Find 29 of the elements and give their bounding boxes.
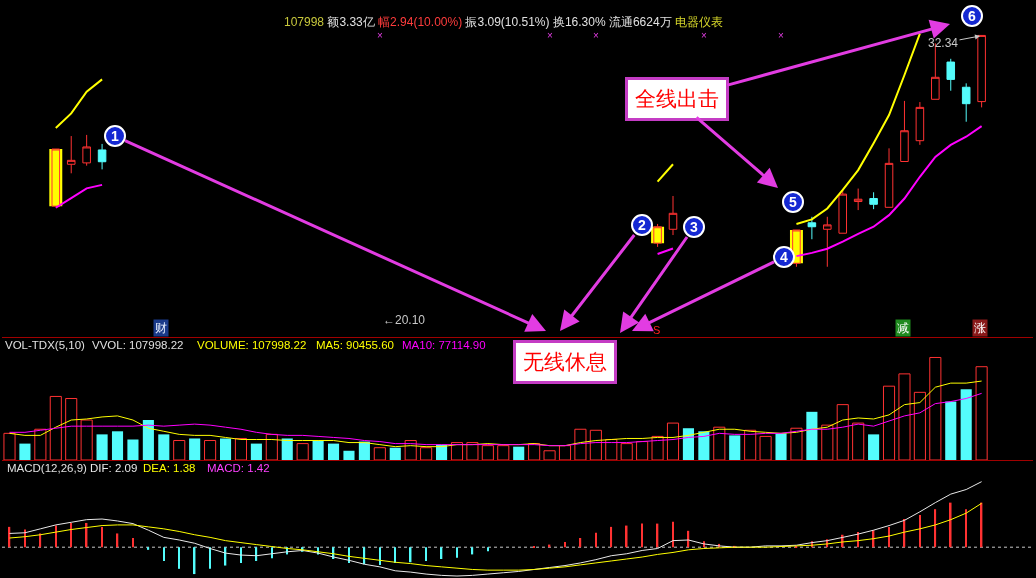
text: MA5: 90455.60 [316, 339, 395, 351]
annotation: × [547, 30, 553, 41]
text: S [653, 324, 661, 336]
text: MACD: 1.42 [207, 462, 270, 474]
annotation: × [701, 30, 707, 41]
text: DIF: 2.09 [90, 462, 138, 474]
annotation: 1 [111, 128, 119, 144]
text: DEA: 1.38 [143, 462, 196, 474]
annotation: 2 [638, 217, 646, 233]
annotation: × [778, 30, 784, 41]
chart-title: 107998 额3.33亿 幅2.94(10.00%) 振3.09(10.51%) 换16.30% 流通6624万 电器仪表 [284, 15, 723, 29]
annotation: 5 [789, 194, 797, 210]
text: 6 [968, 8, 976, 24]
annotation: × [593, 30, 599, 41]
annotation: 32.34 [928, 36, 959, 50]
text: 财 [155, 321, 167, 335]
annotation: × [377, 30, 383, 41]
text: VOL-TDX(5,10) [5, 339, 86, 351]
annotation: 无线休息 [523, 350, 607, 374]
text: 减 [897, 321, 909, 335]
text: 涨 [974, 321, 986, 335]
annotation: 全线出击 [635, 87, 719, 111]
text: ←20.10 [383, 313, 426, 327]
text: VOLUME: 107998.22 [197, 339, 307, 351]
chart-title: MACD(12,26,9) [7, 462, 88, 474]
text: VVOL: 107998.22 [92, 339, 184, 351]
text: MA10: 77114.90 [402, 339, 486, 351]
annotation: 3 [690, 219, 698, 235]
annotation: 4 [780, 249, 788, 265]
